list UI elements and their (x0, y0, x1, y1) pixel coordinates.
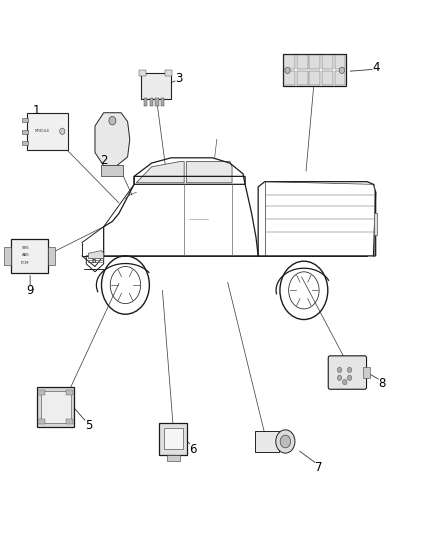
Circle shape (347, 367, 352, 373)
Text: 4: 4 (373, 61, 380, 74)
Bar (297, 71, 307, 85)
Bar (41, 391, 71, 423)
Text: MODULE: MODULE (35, 130, 50, 133)
Bar (139, 69, 146, 76)
Bar (11, 239, 48, 273)
Text: 1: 1 (32, 103, 40, 117)
Bar (22, 118, 28, 123)
Text: SRS: SRS (21, 246, 29, 250)
Bar (309, 55, 320, 69)
Text: 8: 8 (378, 377, 386, 390)
Bar (161, 98, 164, 106)
Circle shape (339, 67, 345, 74)
Bar (297, 55, 307, 69)
Polygon shape (88, 251, 104, 259)
Circle shape (337, 375, 342, 381)
Text: 2: 2 (100, 154, 107, 167)
Bar (284, 71, 295, 85)
Bar (4, 247, 11, 264)
Polygon shape (186, 161, 232, 183)
Bar (67, 390, 74, 395)
Bar (38, 419, 45, 424)
Bar (309, 71, 320, 85)
Bar (22, 141, 28, 146)
Text: 5: 5 (85, 419, 92, 432)
Bar (335, 55, 346, 69)
Bar (335, 71, 346, 85)
Text: PCM: PCM (21, 261, 30, 265)
Circle shape (280, 435, 290, 448)
FancyBboxPatch shape (27, 113, 67, 150)
Text: ABS: ABS (21, 253, 29, 257)
Text: 9: 9 (26, 284, 34, 297)
Polygon shape (374, 214, 377, 235)
Text: 6: 6 (189, 443, 197, 456)
Bar (102, 165, 123, 176)
Bar (167, 455, 180, 461)
Bar (364, 367, 370, 378)
Circle shape (109, 116, 116, 125)
Bar (163, 428, 183, 449)
Bar (150, 98, 153, 106)
Text: D: D (92, 259, 96, 264)
Polygon shape (95, 113, 130, 166)
Bar (322, 71, 333, 85)
Circle shape (285, 67, 290, 74)
Bar (38, 390, 45, 395)
Bar (255, 431, 279, 452)
Circle shape (276, 430, 295, 453)
Bar (159, 423, 187, 455)
Bar (284, 55, 295, 69)
Bar (322, 55, 333, 69)
FancyBboxPatch shape (328, 356, 367, 389)
Polygon shape (136, 161, 184, 183)
Bar (155, 98, 159, 106)
Bar (37, 387, 74, 427)
Text: 3: 3 (175, 72, 183, 85)
Bar (48, 247, 55, 264)
Bar (283, 54, 346, 86)
Circle shape (60, 128, 65, 134)
Bar (67, 419, 74, 424)
Bar (166, 69, 173, 76)
Circle shape (347, 375, 352, 381)
Bar (144, 98, 148, 106)
Circle shape (343, 379, 347, 385)
Bar (22, 130, 28, 134)
FancyBboxPatch shape (141, 73, 171, 99)
Circle shape (337, 367, 342, 373)
Text: 7: 7 (315, 462, 323, 474)
